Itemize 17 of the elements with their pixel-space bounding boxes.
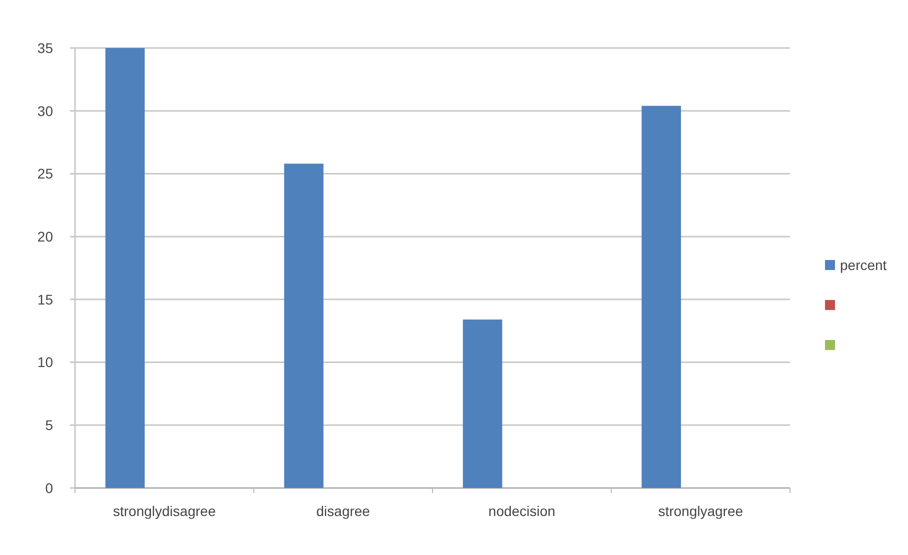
bar bbox=[462, 320, 502, 488]
bar bbox=[105, 48, 145, 488]
y-tick-label: 35 bbox=[37, 40, 54, 56]
x-tick-label: stronglydisagree bbox=[113, 503, 216, 519]
x-tick-label: nodecision bbox=[488, 503, 556, 519]
y-tick-label: 10 bbox=[37, 354, 54, 370]
y-tick-label: 30 bbox=[37, 102, 54, 119]
y-tick-label: 15 bbox=[37, 291, 54, 308]
bar bbox=[284, 164, 324, 488]
bar bbox=[642, 106, 681, 488]
y-tick-label: 0 bbox=[45, 480, 54, 496]
y-tick-label: 25 bbox=[37, 166, 54, 182]
x-tick-label: stronglyagree bbox=[658, 503, 744, 519]
y-tick-label: 20 bbox=[37, 228, 54, 244]
legend-label: percent bbox=[840, 256, 887, 273]
y-tick-label: 5 bbox=[45, 417, 54, 434]
x-tick-label: disagree bbox=[316, 503, 370, 519]
